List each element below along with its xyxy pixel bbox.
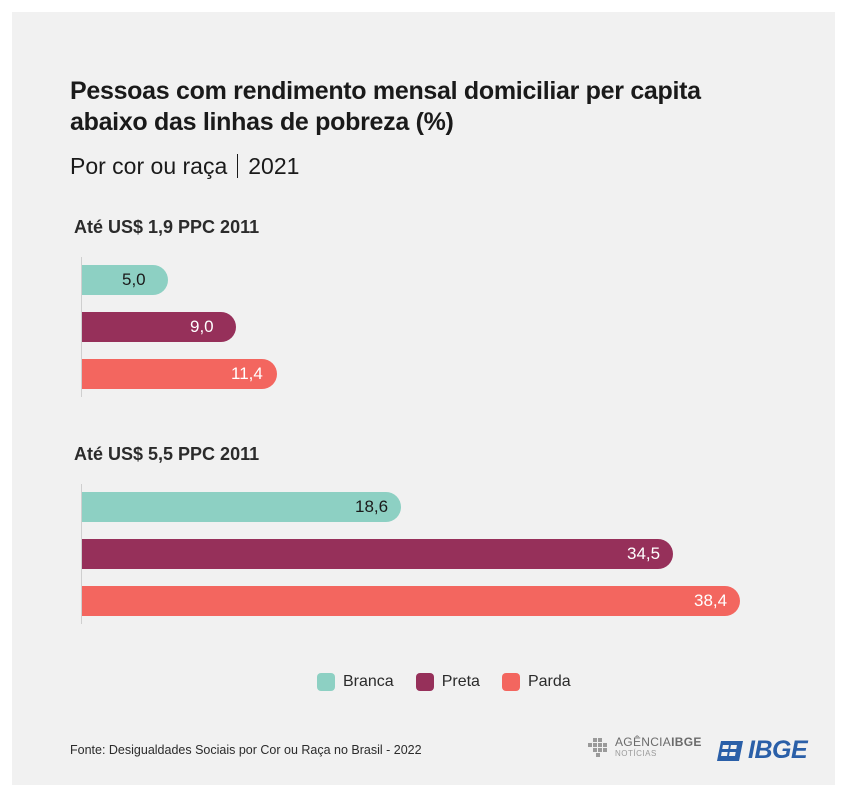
legend-item-branca: Branca <box>317 673 394 691</box>
ibge-logo: IBGE <box>715 736 808 765</box>
agencia-subtitle: NOTÍCIAS <box>615 749 657 758</box>
legend-item-parda: Parda <box>501 673 571 691</box>
bar-value-label-branca-group-2: 18,6 <box>355 497 389 516</box>
ibge-emblem-icon <box>717 740 743 761</box>
brazil-map-icon <box>588 738 607 757</box>
legend-label-branca: Branca <box>343 673 394 690</box>
bar-preta-group-1 <box>82 312 236 342</box>
bar-value-label-parda-group-2: 38,4 <box>694 591 728 610</box>
bar-branca-group-1 <box>82 265 168 295</box>
bar-value-label-preta-group-2: 34,5 <box>627 544 661 563</box>
subtitle-category: Por cor ou raça <box>70 153 228 179</box>
ibge-logo-text: IBGE <box>748 736 808 764</box>
chart-subtitle: Por cor ou raça 2021 <box>70 153 299 180</box>
bar-value-label-branca-group-1: 5,0 <box>122 270 146 289</box>
subtitle-year: 2021 <box>248 153 300 179</box>
bar-branca-group-2 <box>82 492 401 522</box>
bar-value-label-parda-group-1: 11,4 <box>231 364 263 383</box>
chart-card: Pessoas com rendimento mensal domiciliar… <box>12 12 835 785</box>
agencia-name: AGÊNCIAIBGE <box>615 735 702 749</box>
group-label-2: Até US$ 5,5 PPC 2011 <box>74 444 260 464</box>
legend-swatch-branca <box>317 673 335 691</box>
subtitle-separator <box>237 154 239 178</box>
agencia-ibge-logo: AGÊNCIAIBGE NOTÍCIAS <box>587 735 702 759</box>
axis-line-2 <box>81 484 82 624</box>
legend-label-parda: Parda <box>527 673 571 690</box>
bar-parda-group-1 <box>82 359 277 389</box>
axis-line-1 <box>81 257 82 397</box>
legend-swatch-preta <box>415 673 434 691</box>
group-label-1: Até US$ 1,9 PPC 2011 <box>74 217 260 237</box>
source-note: Fonte: Desigualdades Sociais por Cor ou … <box>70 743 422 757</box>
legend-swatch-parda <box>501 673 520 691</box>
bar-parda-group-2 <box>82 586 740 616</box>
bar-preta-group-2 <box>82 539 673 569</box>
legend-label-preta: Preta <box>441 673 480 690</box>
chart-title: Pessoas com rendimento mensal domiciliar… <box>70 77 701 136</box>
legend: Branca Preta Parda <box>317 673 593 691</box>
bar-value-label-preta-group-1: 9,0 <box>190 317 214 336</box>
legend-item-preta: Preta <box>415 673 480 691</box>
